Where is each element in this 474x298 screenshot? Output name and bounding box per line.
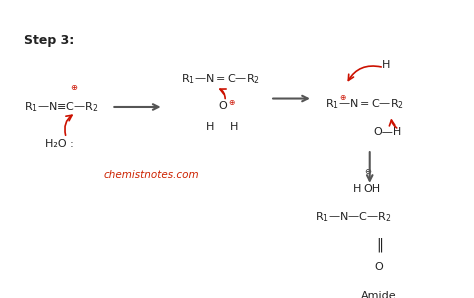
Text: R$_1$—N$=$C—R$_2$: R$_1$—N$=$C—R$_2$: [181, 72, 260, 86]
Text: O—H: O—H: [373, 127, 401, 137]
Text: H: H: [353, 184, 361, 194]
Text: ⊕: ⊕: [70, 83, 77, 92]
Text: R$_1$—N$=$C—R$_2$: R$_1$—N$=$C—R$_2$: [326, 97, 404, 111]
Text: R$_1$—N≡C—R$_2$: R$_1$—N≡C—R$_2$: [24, 100, 99, 114]
Text: R$_1$—N—C—R$_2$: R$_1$—N—C—R$_2$: [315, 210, 392, 224]
Text: O: O: [375, 263, 383, 272]
Text: ⊖: ⊖: [364, 167, 371, 176]
Text: Amide: Amide: [361, 291, 397, 298]
Text: ⊕: ⊕: [339, 93, 346, 102]
Text: ‖: ‖: [376, 238, 383, 252]
Text: chemistnotes.com: chemistnotes.com: [104, 170, 200, 180]
Text: H₂O :: H₂O :: [45, 139, 73, 149]
Text: Step 3:: Step 3:: [24, 34, 74, 47]
Text: OH: OH: [364, 184, 381, 194]
Text: H: H: [382, 60, 391, 70]
Text: O: O: [219, 100, 227, 111]
Text: H: H: [229, 122, 238, 132]
Text: H: H: [206, 122, 214, 132]
Text: ⊕: ⊕: [228, 98, 235, 107]
